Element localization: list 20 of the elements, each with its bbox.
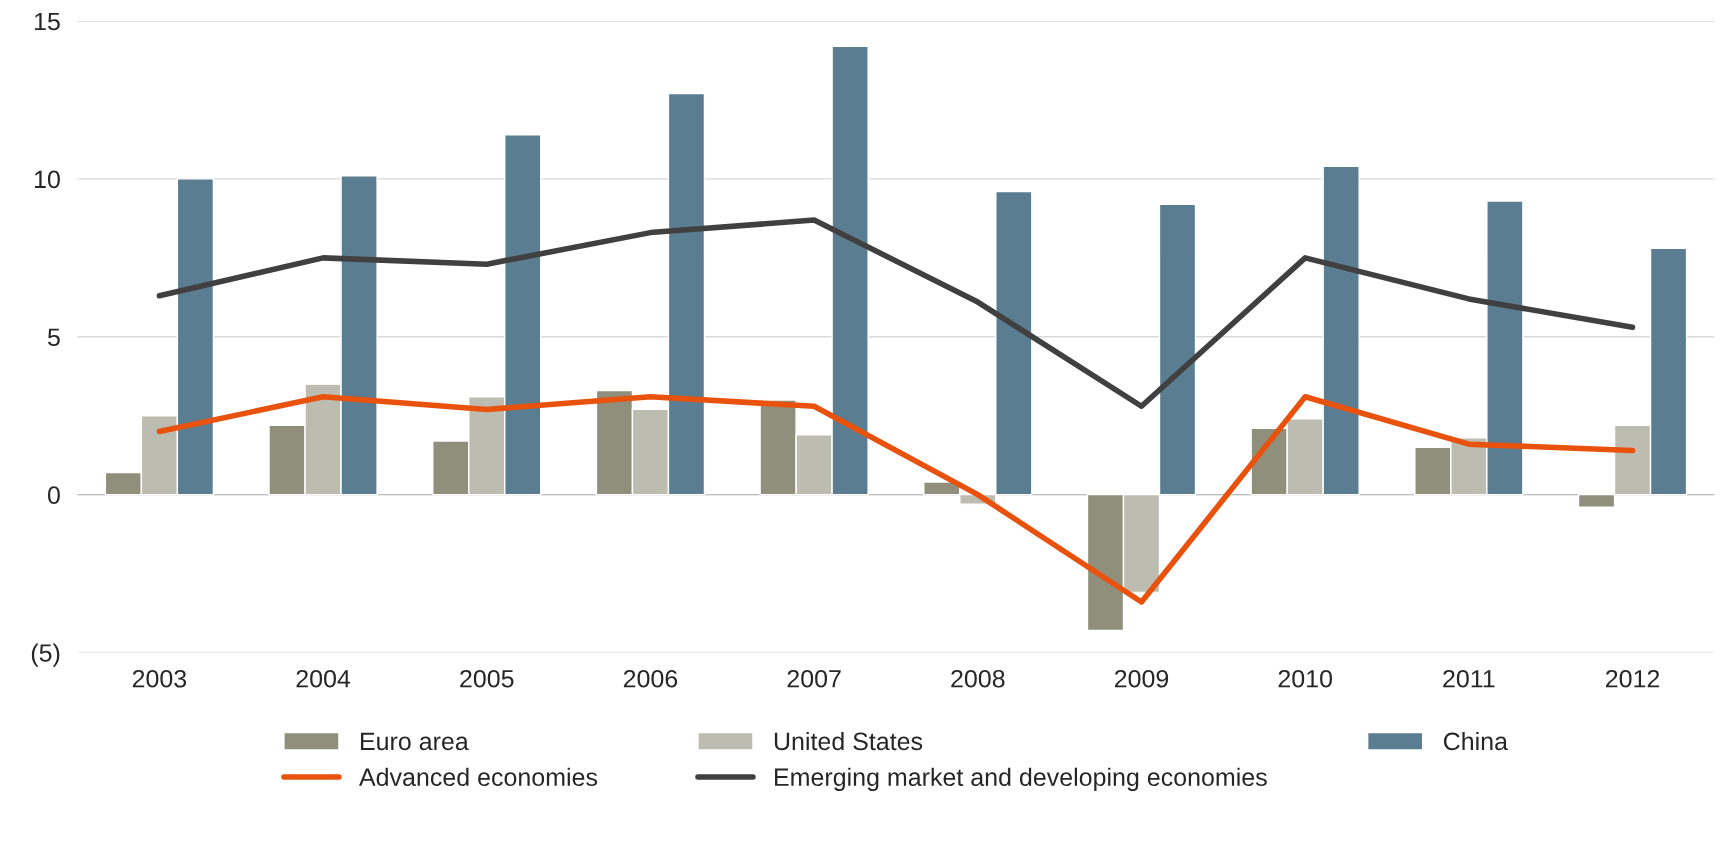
legend-label: Advanced economies xyxy=(359,767,598,787)
legend-label: Emerging market and developing economies xyxy=(775,767,1267,791)
x-tick-label: 2009 xyxy=(1114,669,1169,688)
x-tick-label: 2008 xyxy=(951,669,1005,688)
x-tick-label: 2005 xyxy=(460,669,514,688)
legend-label: China xyxy=(1443,731,1508,751)
x-tick-label: 2004 xyxy=(296,669,351,688)
x-tick-label: 2011 xyxy=(1443,669,1495,688)
y-tick-label: 0 xyxy=(47,486,60,504)
y-tick-label: 10 xyxy=(34,170,60,189)
x-tick-label: 2010 xyxy=(1278,669,1333,688)
legend-label: United States xyxy=(774,731,923,751)
y-tick-label: 15 xyxy=(34,12,60,31)
y-tick-label: 5 xyxy=(47,328,60,347)
x-tick-label: 2006 xyxy=(623,669,678,688)
x-tick-label: 2003 xyxy=(132,669,187,688)
x-tick-label: 2007 xyxy=(787,669,841,688)
legend-label: Euro area xyxy=(361,732,469,751)
x-tick-label: 2012 xyxy=(1606,669,1660,688)
y-tick-label: (5) xyxy=(31,643,60,667)
